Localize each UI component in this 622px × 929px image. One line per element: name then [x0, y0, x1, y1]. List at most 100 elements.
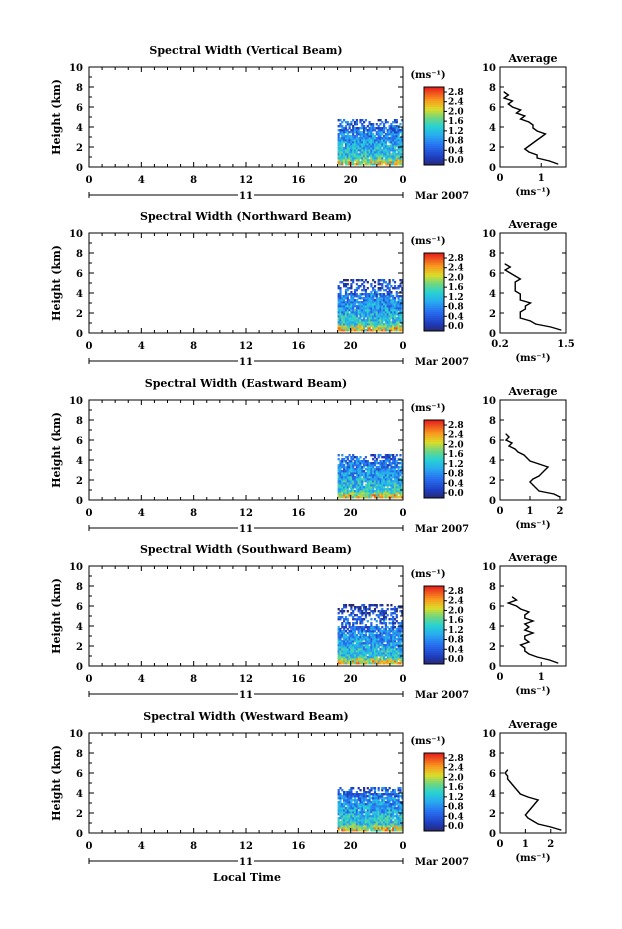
average-x-tick: 0.2 [491, 339, 508, 350]
average-point [511, 596, 513, 598]
colorbar-tick: 0.8 [448, 470, 464, 480]
y-tick-label: 0 [76, 329, 83, 340]
colorbar-tick: 0.8 [448, 137, 464, 147]
average-point [515, 605, 518, 607]
heatmap-cells [337, 279, 404, 332]
average-point [511, 106, 513, 108]
average-point [544, 133, 547, 135]
colorbar-tick: 0.4 [448, 312, 464, 322]
average-panel: Average 0 2 4 6 8 10 0 1 2 (ms⁻¹) [482, 385, 567, 531]
average-point [532, 632, 534, 634]
average-title: Average [507, 52, 557, 65]
x-tick-label: 0 [86, 175, 93, 186]
average-x-tick: 1 [522, 839, 529, 850]
x-tick-label: 12 [239, 341, 253, 352]
average-y-tick: 10 [482, 229, 496, 240]
month-label: Mar 2007 [415, 524, 469, 535]
month-label: Mar 2007 [415, 690, 469, 701]
average-y-tick: 0 [489, 662, 496, 673]
average-x-tick: 2 [547, 839, 554, 850]
average-y-tick: 6 [489, 769, 496, 780]
y-tick-label: 10 [69, 63, 83, 74]
colorbar-unit: (ms⁻¹) [410, 569, 445, 580]
average-point [519, 293, 521, 295]
y-tick-label: 8 [76, 249, 83, 260]
y-tick-label: 0 [76, 829, 83, 840]
colorbar-tick: 1.2 [448, 293, 464, 303]
average-point [504, 263, 506, 265]
average-point [519, 296, 521, 298]
colorbar-tick: 1.2 [448, 460, 464, 470]
average-point [507, 778, 509, 780]
x-tick-label: 0 [86, 841, 93, 852]
average-point [532, 127, 534, 129]
panel-title: Spectral Width (Southward Beam) [140, 543, 352, 556]
x-tick-label: 4 [138, 841, 145, 852]
average-point [527, 811, 529, 813]
average-point [507, 94, 509, 96]
x-tick-label: 20 [344, 674, 358, 685]
date-label: 11 [239, 524, 253, 535]
colorbar-tick: 2.0 [448, 606, 464, 616]
average-point [524, 617, 526, 619]
average-point [524, 814, 527, 816]
x-tick-label: 16 [291, 508, 305, 519]
average-point [528, 641, 530, 643]
average-point [547, 466, 549, 468]
x-tick-label: 20 [344, 341, 358, 352]
x-tick-label: 0 [86, 341, 93, 352]
month-label: Mar 2007 [415, 191, 469, 202]
average-point [519, 278, 521, 280]
average-point [560, 329, 562, 331]
colorbar-tick: 0.8 [448, 803, 464, 813]
average-panel: Average 0 2 4 6 8 10 0.2 1.5 (ms⁻¹) [482, 218, 575, 364]
panel-3: Spectral Width (Eastward Beam)0246810Hei… [50, 377, 567, 535]
panel-title: Spectral Width (Westward Beam) [143, 710, 348, 723]
x-tick-label: 4 [138, 175, 145, 186]
average-point [548, 160, 551, 162]
average-point [515, 112, 518, 114]
y-tick-label: 2 [76, 642, 83, 653]
colorbar-tick: 1.6 [448, 616, 464, 626]
average-y-tick: 6 [489, 602, 496, 613]
average-point [514, 284, 516, 286]
average-y-tick: 0 [489, 329, 496, 340]
colorbar-tick: 1.6 [448, 450, 464, 460]
average-point [557, 662, 559, 664]
average-point [537, 823, 539, 825]
colorbar-tick: 0.0 [448, 655, 464, 665]
date-label: 11 [239, 857, 253, 868]
heatmap-cells [337, 454, 404, 499]
average-y-tick: 8 [489, 83, 496, 94]
average-y-tick: 10 [482, 63, 496, 74]
date-label: 11 [239, 191, 253, 202]
x-tick-label: 16 [291, 841, 305, 852]
average-point [508, 445, 510, 447]
colorbar-tick: 2.4 [448, 764, 464, 774]
colorbar-tick: 2.4 [448, 98, 464, 108]
average-x-tick: 0 [497, 672, 504, 683]
average-point [503, 97, 505, 99]
average-x-tick: 1 [538, 173, 545, 184]
average-point [514, 275, 516, 277]
average-point [527, 817, 529, 819]
average-point [550, 326, 552, 328]
average-point [509, 266, 511, 268]
average-point [520, 644, 522, 646]
average-xlabel: (ms⁻¹) [515, 520, 550, 531]
colorbar-unit: (ms⁻¹) [410, 403, 445, 414]
x-tick-label: 0 [400, 341, 407, 352]
average-point [528, 611, 530, 613]
heatmap-cells [337, 119, 404, 166]
average-point [532, 805, 534, 807]
colorbar-tick: 2.8 [448, 587, 464, 597]
y-tick-label: 10 [69, 729, 83, 740]
panel-4: Spectral Width (Southward Beam)0246810He… [50, 543, 567, 701]
average-point [524, 614, 526, 616]
average-point [512, 784, 514, 786]
average-y-tick: 4 [489, 456, 496, 467]
average-point [528, 121, 530, 123]
colorbar-tick: 2.4 [448, 431, 464, 441]
colorbar-tick: 2.0 [448, 273, 464, 283]
